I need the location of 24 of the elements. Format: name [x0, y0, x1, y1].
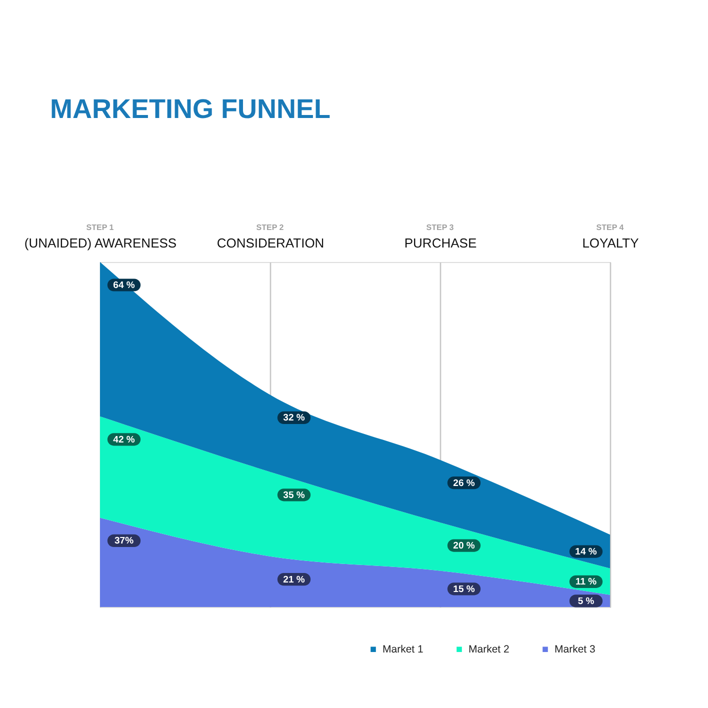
x-tick-label: (UNAIDED) AWARENESS: [24, 236, 177, 250]
text: STEP 2: [256, 223, 284, 232]
data-label: 26 %: [453, 478, 476, 489]
chart-title: MARKETING FUNNEL: [50, 94, 330, 124]
legend-label: Market 2: [468, 643, 510, 656]
legend-label: Market 1: [382, 643, 424, 656]
text: STEP 3: [426, 223, 454, 232]
x-tick-label: PURCHASE: [404, 236, 477, 250]
data-label: 42 %: [113, 434, 136, 446]
x-tick-label: CONSIDERATION: [216, 236, 324, 250]
legend-label: Market 3: [554, 643, 596, 656]
data-label: 11 %: [575, 576, 598, 588]
text: STEP 1: [86, 223, 114, 232]
data-label: 32 %: [283, 412, 306, 424]
x-tick-label: LOYALTY: [582, 236, 640, 250]
data-label: 37%: [114, 536, 134, 547]
data-label: 15 %: [453, 584, 476, 595]
data-label: 21 %: [283, 574, 306, 586]
data-label: 20 %: [453, 540, 476, 552]
data-label: 5 %: [578, 596, 595, 607]
text: STEP 4: [596, 223, 624, 232]
data-label: 14 %: [575, 546, 598, 558]
data-label: 64 %: [113, 280, 136, 291]
data-label: 35 %: [283, 490, 306, 501]
